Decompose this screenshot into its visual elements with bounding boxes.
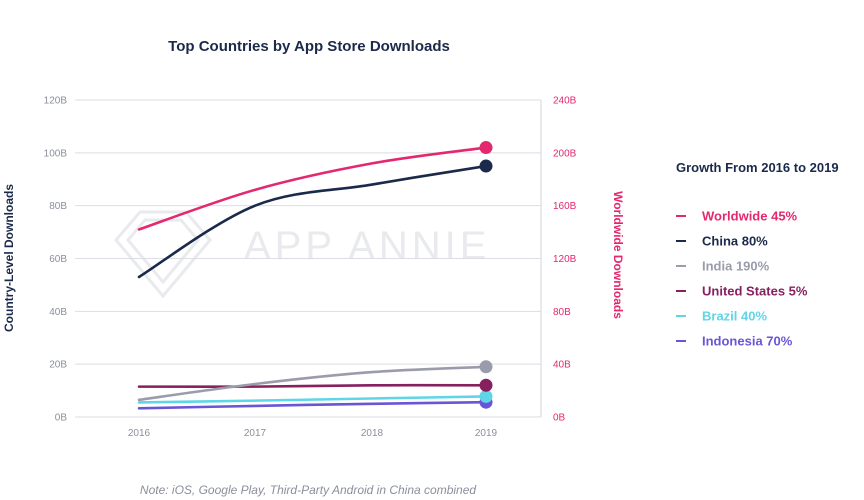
x-tick-label: 2018	[361, 428, 384, 439]
series-endpoint-worldwide	[479, 141, 493, 155]
series-line-worldwide	[137, 146, 488, 231]
left-tick-label: 80B	[49, 201, 67, 212]
right-tick-label: 0B	[553, 413, 566, 424]
legend-label-india: India 190%	[702, 259, 770, 274]
left-axis-title: Country-Level Downloads	[2, 184, 16, 332]
right-tick-label: 240B	[553, 96, 577, 107]
legend-label-indonesia: Indonesia 70%	[702, 334, 793, 349]
app-annie-logo-icon	[114, 210, 212, 299]
left-tick-label: 40B	[49, 307, 67, 318]
series-endpoints	[479, 141, 493, 409]
legend-label-brazil: Brazil 40%	[702, 309, 767, 324]
left-tick-label: 60B	[49, 254, 67, 265]
left-tick-label: 120B	[44, 96, 68, 107]
legend-title: Growth From 2016 to 2019	[676, 160, 839, 175]
series-line-china	[137, 164, 488, 279]
gridlines	[75, 99, 541, 418]
right-tick-label: 120B	[553, 254, 577, 265]
chart-note: Note: iOS, Google Play, Third-Party Andr…	[140, 483, 476, 497]
right-axis-ticks: 0B 40B 80B 120B 160B 200B 240B	[553, 96, 577, 424]
series-endpoint-china	[479, 159, 493, 173]
left-axis-ticks: 0B 20B 40B 60B 80B 100B 120B	[44, 96, 68, 424]
right-tick-label: 80B	[553, 307, 571, 318]
right-tick-label: 40B	[553, 360, 571, 371]
series-lines	[137, 146, 488, 410]
right-tick-label: 200B	[553, 148, 577, 159]
chart-title: Top Countries by App Store Downloads	[168, 38, 450, 55]
x-tick-label: 2016	[128, 428, 151, 439]
left-tick-label: 0B	[55, 413, 68, 424]
legend-label-china: China 80%	[702, 234, 768, 249]
series-endpoint-brazil	[479, 389, 493, 403]
x-axis-ticks: 2016 2017 2018 2019	[128, 428, 498, 439]
series-line-indonesia	[137, 400, 488, 410]
left-tick-label: 100B	[44, 148, 68, 159]
series-endpoint-india	[479, 360, 493, 374]
series-line-united-states	[137, 383, 488, 389]
app-annie-watermark: APP ANNIE	[114, 210, 490, 299]
legend-label-united-states: United States 5%	[702, 284, 808, 299]
x-tick-label: 2017	[244, 428, 267, 439]
x-tick-label: 2019	[475, 428, 498, 439]
series-endpoint-united-states	[479, 378, 493, 392]
left-tick-label: 20B	[49, 360, 67, 371]
series-line-india	[137, 365, 488, 402]
right-axis-title: Worldwide Downloads	[611, 191, 625, 319]
watermark-text: APP ANNIE	[244, 224, 490, 268]
legend-label-worldwide: Worldwide 45%	[702, 209, 798, 224]
series-line-brazil	[137, 395, 488, 404]
right-tick-label: 160B	[553, 201, 577, 212]
legend: Worldwide 45% China 80% India 190% United S…	[676, 209, 808, 349]
